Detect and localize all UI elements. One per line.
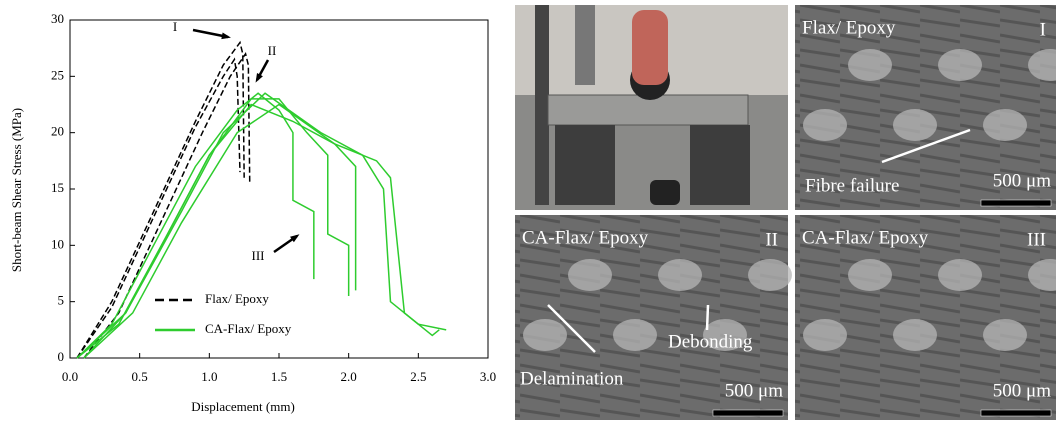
legend-label: Flax/ Epoxy <box>205 291 269 306</box>
fibre-bundle <box>938 49 982 81</box>
micrograph-panel: CA-Flax/ Epoxy III 500 μm <box>795 215 1056 420</box>
scale-bar <box>981 200 1051 206</box>
legend-label: CA-Flax/ Epoxy <box>205 321 292 336</box>
x-tick-label: 1.0 <box>201 369 217 384</box>
fibre-bundle <box>938 259 982 291</box>
y-tick-label: 25 <box>51 67 64 82</box>
x-tick-label: 3.0 <box>480 369 496 384</box>
fibre-bundle <box>848 259 892 291</box>
micrograph-panel: Flax/ Epoxy I Fibre failure 500 μm <box>795 5 1056 210</box>
y-tick-label: 15 <box>51 180 64 195</box>
curve <box>77 43 244 358</box>
plot-frame <box>70 20 488 358</box>
panel-note: Delamination <box>520 368 624 389</box>
x-tick-label: 1.5 <box>271 369 287 384</box>
fibre-bundle <box>568 259 612 291</box>
x-axis-label: Displacement (mm) <box>191 399 295 414</box>
panel-note: Fibre failure <box>805 175 899 196</box>
x-tick-label: 2.0 <box>341 369 357 384</box>
arrow-head <box>256 73 263 83</box>
x-tick-label: 2.5 <box>410 369 426 384</box>
fibre-bundle <box>748 259 792 291</box>
panel-note: Debonding <box>668 331 753 352</box>
annotation: III <box>252 248 265 263</box>
x-tick-label: 0.0 <box>62 369 78 384</box>
fibre-bundle <box>893 109 937 141</box>
scale-label: 500 μm <box>993 170 1051 191</box>
fibre-bundle <box>893 319 937 351</box>
y-tick-label: 10 <box>51 236 64 251</box>
y-tick-label: 5 <box>58 293 65 308</box>
y-tick-label: 30 <box>51 11 64 26</box>
fibre-bundle <box>803 109 847 141</box>
y-tick-label: 20 <box>51 124 64 139</box>
micrograph-panel: CA-Flax/ Epoxy II Delamination Debonding 500… <box>515 215 792 420</box>
scale-bar <box>713 410 783 416</box>
annotation: II <box>268 43 277 58</box>
curve <box>77 99 349 358</box>
fibre-bundle <box>848 49 892 81</box>
note-arrow <box>707 305 708 330</box>
panel-tag: III <box>1027 229 1046 250</box>
annotation: I <box>173 19 177 34</box>
curve <box>77 93 446 358</box>
fibre-bundle <box>658 259 702 291</box>
panel-title: CA-Flax/ Epoxy <box>802 227 929 248</box>
figure: Displacement (mm) Short-beam Shear Stres… <box>0 0 1056 423</box>
fibre-bundle <box>613 319 657 351</box>
panel-title: Flax/ Epoxy <box>802 17 896 38</box>
panel-tag: I <box>1040 19 1046 40</box>
x-tick-label: 0.5 <box>132 369 148 384</box>
y-axis-label: Short-beam Shear Stress (MPa) <box>9 108 24 272</box>
arrow-head <box>221 33 231 40</box>
scale-label: 500 μm <box>725 380 783 401</box>
fibre-bundle <box>523 319 567 351</box>
panel-tag: II <box>765 229 778 250</box>
curve <box>77 93 314 358</box>
fibre-bundle <box>983 109 1027 141</box>
scale-label: 500 μm <box>993 380 1051 401</box>
fibre-bundle <box>803 319 847 351</box>
panel-title: CA-Flax/ Epoxy <box>522 227 649 248</box>
curve <box>77 59 240 358</box>
fibre-bundle <box>983 319 1027 351</box>
y-tick-label: 0 <box>58 349 65 364</box>
test-photo <box>515 5 788 210</box>
scale-bar <box>981 410 1051 416</box>
